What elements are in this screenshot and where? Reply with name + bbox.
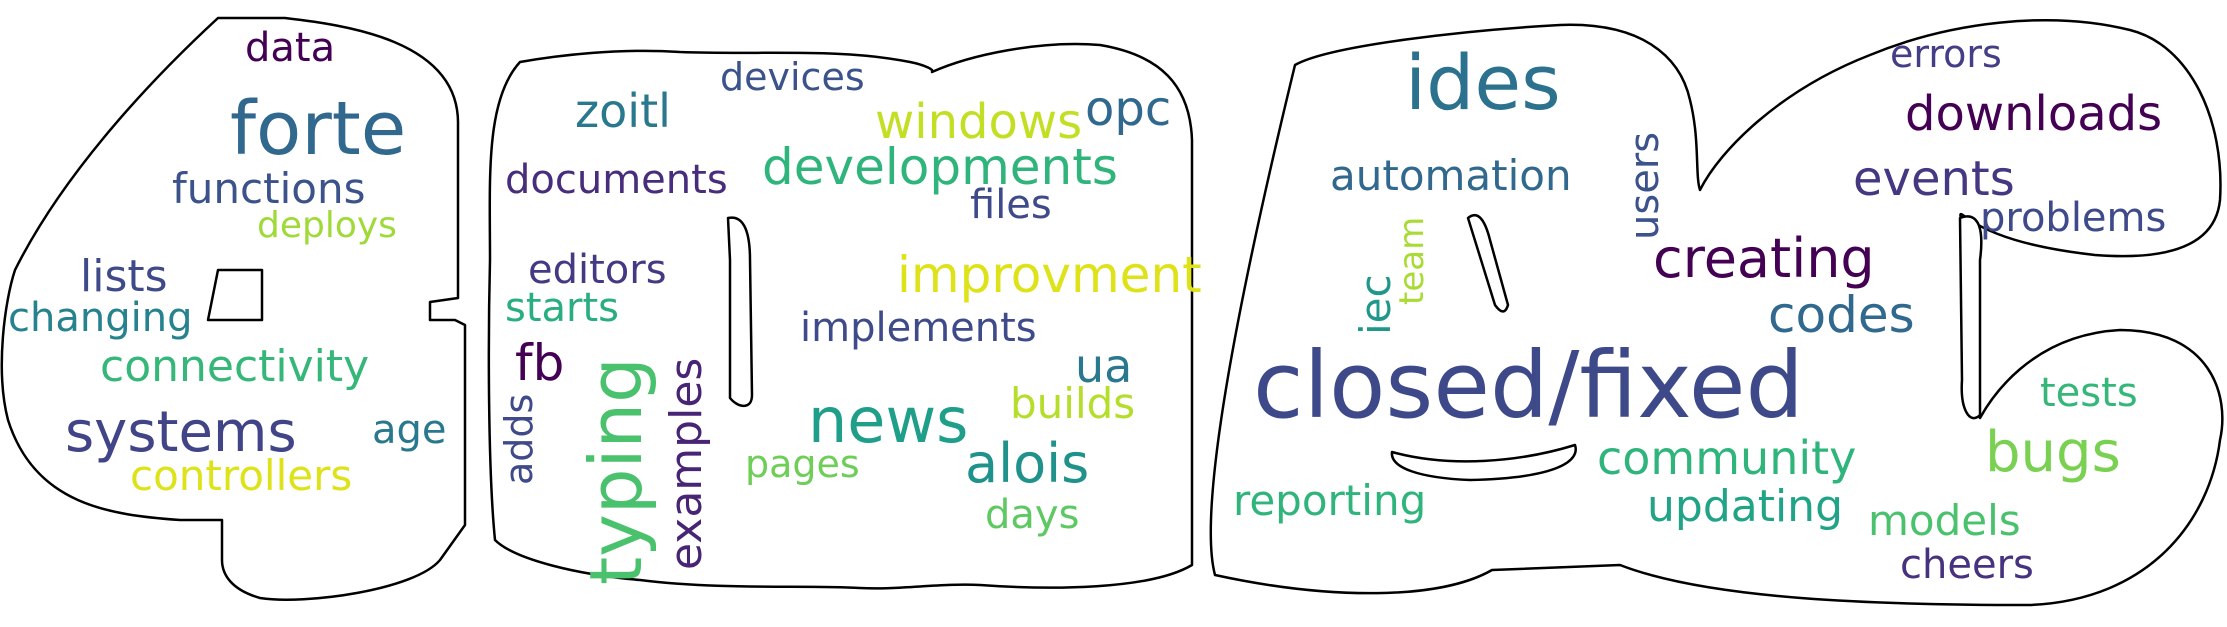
word-forte: forte (230, 86, 407, 172)
word-typing: typing (574, 357, 658, 585)
word-users: users (1622, 131, 1668, 240)
letter-d-counter (726, 216, 754, 408)
word-errors: errors (1890, 32, 2002, 76)
word-data: data (245, 25, 336, 71)
word-closed-fixed: closed/fixed (1253, 332, 1804, 439)
word-bugs: bugs (1985, 420, 2121, 485)
word-events: events (1853, 151, 2015, 207)
word-connectivity: connectivity (100, 341, 370, 392)
word-age: age (372, 407, 447, 453)
word-zoitl: zoitl (575, 84, 671, 138)
letter-d-outline (487, 42, 1194, 590)
word-systems: systems (65, 400, 297, 465)
word-devices: devices (720, 55, 865, 99)
word-pages: pages (745, 442, 860, 486)
word-developments: developments (762, 138, 1118, 196)
word-lists: lists (80, 251, 168, 302)
word-deploys: deploys (257, 205, 397, 246)
word-windows: windows (875, 94, 1083, 150)
word-team: team (1392, 216, 1432, 305)
word-news: news (808, 384, 969, 457)
word-changing: changing (8, 295, 193, 341)
word-examples: examples (661, 357, 712, 570)
word-fb: fb (515, 334, 565, 392)
word-codes: codes (1768, 286, 1915, 344)
digit-four-counter (206, 268, 264, 322)
word-ides: ides (1405, 38, 1561, 127)
word-adds: adds (497, 393, 541, 485)
word-tests: tests (2040, 370, 2138, 416)
word-community: community (1597, 431, 1857, 485)
word-days: days (985, 492, 1080, 538)
word-reporting: reporting (1233, 476, 1427, 525)
word-implements: implements (800, 305, 1037, 351)
word-controllers: controllers (130, 451, 353, 500)
word-functions: functions (172, 164, 366, 213)
word-cheers: cheers (1900, 542, 2034, 588)
word-starts: starts (505, 285, 620, 331)
word-downloads: downloads (1905, 86, 2163, 142)
word-ua: ua (1075, 339, 1133, 393)
letter-s-gap (1958, 215, 1983, 420)
word-builds: builds (1010, 379, 1136, 428)
word-editors: editors (528, 247, 667, 293)
letter-a-notch (1390, 443, 1577, 482)
word-improvment: improvment (897, 246, 1202, 304)
word-problems: problems (1980, 195, 2167, 241)
word-documents: documents (505, 157, 728, 203)
word-updating: updating (1647, 481, 1844, 532)
word-iec: iec (1351, 274, 1400, 335)
word-models: models (1868, 496, 2021, 545)
word-alois: alois (965, 432, 1090, 495)
word-opc: opc (1085, 81, 1172, 137)
word-automation: automation (1330, 151, 1572, 200)
word-creating: creating (1653, 227, 1875, 290)
letter-a-counter (1466, 214, 1510, 313)
word-files: files (970, 182, 1052, 228)
